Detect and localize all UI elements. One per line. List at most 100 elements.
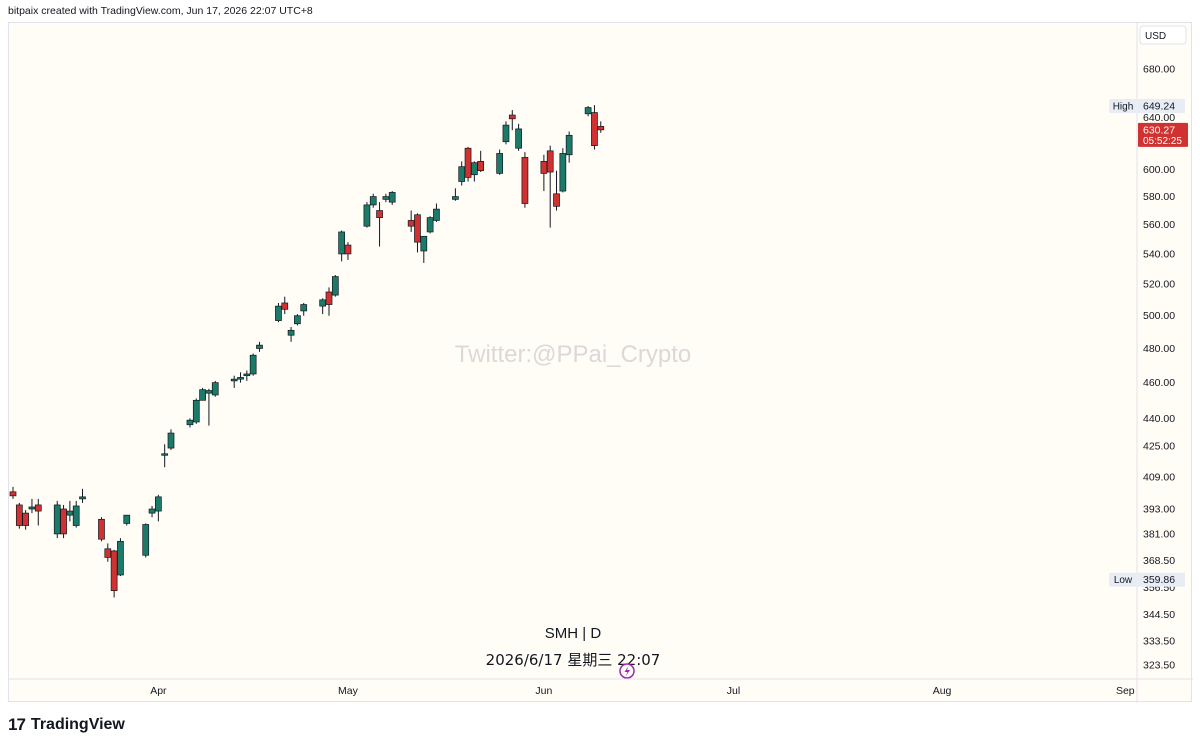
candle[interactable] [186,418,194,428]
candle[interactable] [597,121,605,133]
candle[interactable] [199,387,206,401]
candle-body [294,315,301,325]
candle[interactable] [287,327,295,342]
candle-body [9,491,17,497]
candle[interactable] [148,505,156,518]
candle[interactable] [104,543,112,562]
candle[interactable] [508,110,516,131]
candle[interactable] [521,152,529,208]
candle[interactable] [565,131,573,163]
tradingview-logo[interactable]: 17 TradingView [8,714,125,736]
candle[interactable] [205,388,213,426]
last-price-bg [1138,122,1188,147]
candle[interactable] [9,486,17,499]
chart-area[interactable]: Twitter:@PPai_Crypto SMH | D 2026/6/17 星… [8,22,1193,703]
candle[interactable] [464,146,472,182]
time-axis[interactable]: Apr May Jun Jul Aug Sep [150,685,1135,697]
watermark-text: Twitter:@PPai_Crypto [455,341,691,368]
candle[interactable] [388,191,396,205]
candle[interactable] [515,123,522,151]
candle-body [28,506,36,510]
candle-body [546,150,554,173]
candle[interactable] [34,498,42,526]
candle[interactable] [53,500,61,539]
candle[interactable] [376,202,383,247]
candle-body [477,161,485,172]
candle[interactable] [192,398,200,424]
chart-legend-center: SMH | D 2026/6/17 星期三 22:07 [486,625,661,669]
candle[interactable] [237,372,244,383]
candle[interactable] [300,302,308,316]
candle[interactable] [28,498,36,514]
candle[interactable] [382,193,390,203]
candle[interactable] [142,523,150,558]
candle[interactable] [540,154,548,192]
candle[interactable] [363,202,371,228]
currency-label[interactable]: USD [1139,25,1187,45]
y-tick-label: 460.00 [1143,377,1175,389]
candle[interactable] [433,203,440,222]
candle-body [123,514,131,524]
watermark: Twitter:@PPai_Crypto [455,341,691,368]
candle[interactable] [325,287,333,316]
candle[interactable] [452,188,459,201]
y-tick-label: 580.00 [1143,191,1175,203]
candle-body [275,305,282,321]
candle[interactable] [275,302,282,323]
candle[interactable] [502,121,510,145]
candle[interactable] [72,500,80,528]
candle[interactable] [167,429,175,450]
candle[interactable] [249,353,257,376]
candle-body [287,329,295,336]
candle[interactable] [420,235,428,263]
candle[interactable] [294,314,301,326]
y-tick-label: 560.00 [1143,219,1175,231]
candle[interactable] [471,161,478,182]
candle-body [167,432,175,449]
candle[interactable] [546,145,554,228]
candle-body [98,518,105,540]
candle[interactable] [338,230,345,262]
candle-body [496,153,503,174]
candle-body [382,196,390,200]
candle-body [565,134,573,156]
symbol-label: SMH | D [545,625,602,642]
candle[interactable] [281,296,289,315]
candle[interactable] [426,216,434,234]
candle[interactable] [553,170,560,211]
replay-lightning-icon[interactable] [619,663,635,679]
candle[interactable] [496,149,503,175]
candlestick-chart[interactable]: Twitter:@PPai_Crypto SMH | D 2026/6/17 星… [9,23,1193,703]
candle[interactable] [369,193,377,208]
candle[interactable] [584,106,592,117]
candle[interactable] [256,341,263,352]
candle[interactable] [458,161,466,186]
candle[interactable] [559,148,567,193]
candle[interactable] [230,375,238,388]
y-tick-label: 333.50 [1143,635,1175,647]
candle[interactable] [161,444,169,468]
candle[interactable] [117,538,124,577]
candle[interactable] [477,150,485,173]
candle-body [553,193,560,207]
candle[interactable] [98,517,105,542]
candle[interactable] [110,549,118,598]
candle[interactable] [22,510,29,530]
candle[interactable] [591,105,598,150]
candle[interactable] [211,380,219,397]
candle[interactable] [414,213,421,253]
candle[interactable] [15,502,23,529]
candle[interactable] [319,298,327,315]
candle[interactable] [60,504,67,539]
candle-body [300,304,308,312]
candle-body [142,524,150,556]
candle[interactable] [155,494,162,522]
candle[interactable] [123,514,131,526]
high-marker-value-bg [1138,99,1185,114]
candle[interactable] [79,488,86,503]
candle[interactable] [331,275,339,297]
candle[interactable] [344,242,352,260]
candle[interactable] [407,210,415,232]
candle[interactable] [66,500,74,522]
candle[interactable] [243,370,251,381]
